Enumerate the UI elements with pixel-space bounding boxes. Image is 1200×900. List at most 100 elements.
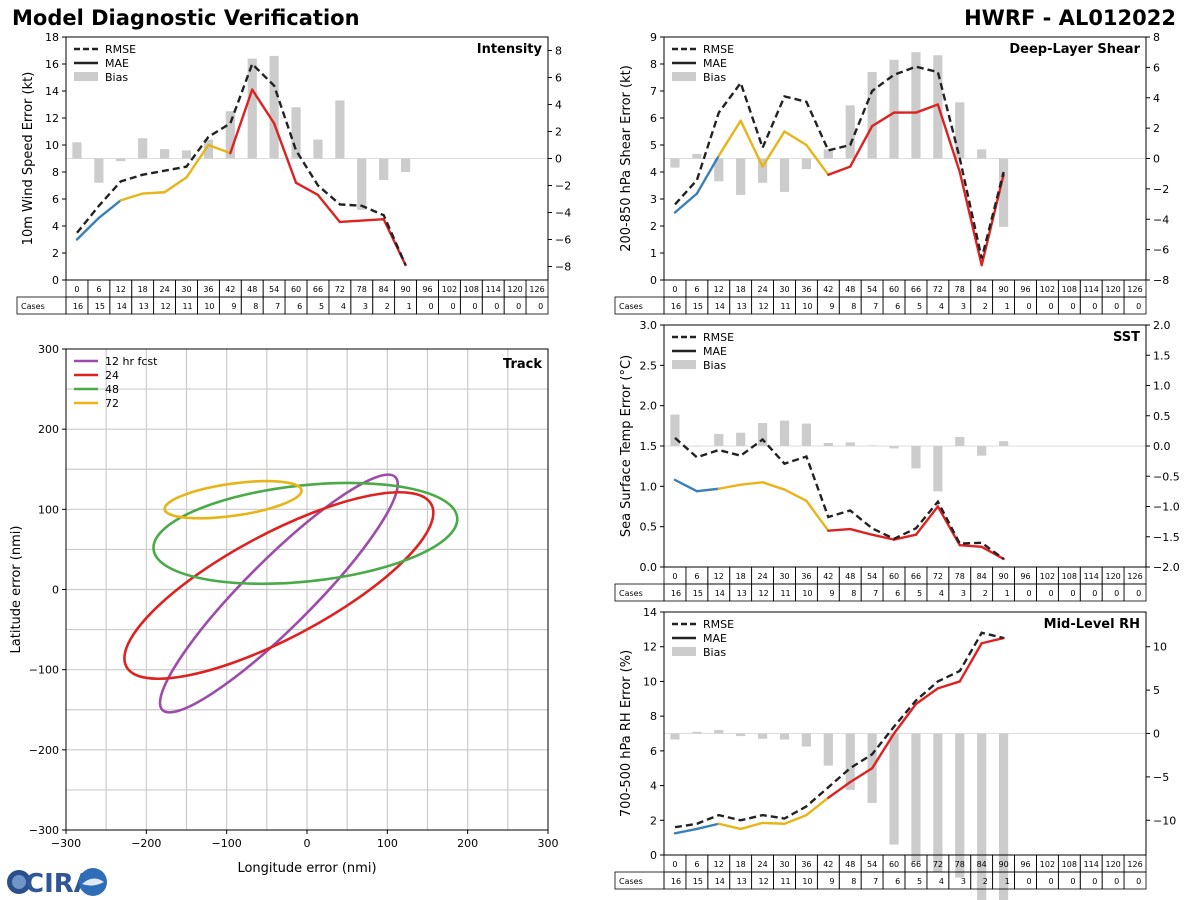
intensity-hour-label: 78 — [357, 285, 367, 294]
rh-ytick-label: 0 — [650, 849, 657, 862]
sst-hour-label: 66 — [911, 572, 921, 581]
shear-cases-cell — [948, 296, 972, 315]
rh-bias-bar — [801, 733, 812, 747]
rh-cases-cell — [926, 871, 950, 890]
rh-mae-segment — [783, 813, 808, 825]
sst-hour-label: 54 — [867, 572, 877, 581]
shear-ytick-label: 8 — [650, 58, 657, 71]
shear-hour-label: 24 — [757, 285, 767, 294]
shear-ytick-label: 7 — [650, 85, 657, 98]
track-xtick-label: 100 — [377, 837, 398, 850]
sst-legend-rmse: RMSE — [703, 331, 734, 344]
rh-ylabel: 700-500 hPa RH Error (%) — [619, 650, 634, 817]
shear-y2tick-label: −2 — [1153, 183, 1169, 196]
rh-cases-cell — [816, 871, 840, 890]
sst-hour-label: 120 — [1105, 572, 1120, 581]
rh-legend-mae: MAE — [703, 632, 727, 645]
rh-ytick-label: 4 — [650, 780, 657, 793]
rh-cases-value: 11 — [780, 877, 790, 886]
sst-y2tick-label: −1.5 — [1153, 531, 1180, 544]
intensity-cases-cell — [525, 296, 549, 315]
sst-cases-cell — [992, 583, 1015, 602]
rh-mae-segment — [717, 822, 742, 831]
intensity-cases-value: 0 — [472, 302, 477, 311]
track-ytick-label: −100 — [29, 664, 59, 677]
shear-cases-cell — [882, 296, 906, 315]
shear-legend-mae: MAE — [703, 57, 727, 70]
intensity-cases-cell — [240, 296, 264, 315]
intensity-bias-bar — [138, 138, 148, 159]
sst-hour-label: 48 — [845, 572, 855, 581]
shear-legend-bias-swatch — [672, 72, 696, 81]
intensity-cases-value: 12 — [161, 302, 171, 311]
shear-bias-bar — [823, 149, 833, 159]
sst-mae-segment — [827, 527, 852, 532]
shear-hour-label: 96 — [1020, 285, 1030, 294]
intensity-y2tick-label: 4 — [555, 99, 562, 112]
rh-cases-value: 16 — [671, 877, 681, 886]
cloud-icon — [82, 878, 104, 886]
cira-logo: CIRA — [7, 868, 107, 898]
sst-ytick-label: 3.0 — [640, 319, 658, 332]
intensity-cases-cell — [438, 296, 461, 315]
shear-hour-label: 18 — [736, 285, 746, 294]
shear-bias-bar — [757, 158, 768, 183]
shear-hour-label: 54 — [867, 285, 877, 294]
shear-cases-cell — [1036, 296, 1059, 315]
sst-cases-cell — [1079, 583, 1103, 602]
sst-hour-label: 42 — [823, 572, 833, 581]
shear-hour-label: 66 — [911, 285, 921, 294]
intensity-bias-bar — [269, 55, 279, 159]
intensity-cases-value: 5 — [319, 302, 324, 311]
shear-y2tick-label: 6 — [1153, 61, 1160, 74]
shear-hour-label: 84 — [977, 285, 987, 294]
shear-y2tick-label: 0 — [1153, 153, 1160, 166]
rh-cases-value: 0 — [1070, 877, 1075, 886]
shear-cases-cell — [1101, 296, 1125, 315]
shear-bias-bar — [889, 59, 899, 159]
track-ytick-label: 0 — [52, 584, 59, 597]
shear-cases-cell — [1123, 296, 1147, 315]
rh-bias-bar — [670, 733, 680, 740]
rh-cases-value: 6 — [895, 877, 900, 886]
shear-cases-header-cell — [614, 296, 665, 315]
shear-mae-segment — [739, 119, 764, 168]
shear-cases-value: 1 — [1005, 302, 1010, 311]
track-ellipse — [158, 473, 400, 714]
intensity-cases-value: 13 — [139, 302, 149, 311]
shear-bias-bar — [998, 158, 1009, 227]
shear-cases-cell — [838, 296, 862, 315]
shear-mae-segment — [849, 124, 874, 168]
intensity-mae-segment — [207, 143, 232, 155]
shear-rmse-line — [674, 65, 1005, 259]
rh-mae-segment — [958, 642, 983, 683]
intensity-y2tick-label: −2 — [555, 180, 571, 193]
shear-cases-value: 13 — [737, 302, 747, 311]
sst-cases-value: 12 — [759, 589, 769, 598]
shear-cases-value: 9 — [829, 302, 834, 311]
intensity-bias-bar — [72, 142, 82, 159]
track-title: Track — [503, 357, 542, 372]
rh-cases-cell — [1036, 871, 1059, 890]
intensity-mae-segment — [229, 88, 254, 155]
intensity-y2tick-label: −4 — [555, 207, 571, 220]
sst-hour-label: 114 — [1084, 572, 1099, 581]
intensity-mae-segment — [316, 193, 342, 224]
rh-hour-label: 78 — [955, 860, 965, 869]
intensity-ylabel: 10m Wind Speed Error (kt) — [21, 72, 36, 246]
shear-mae-segment — [827, 165, 852, 176]
sst-ytick-label: 0.5 — [640, 521, 658, 534]
intensity-hour-label: 102 — [442, 285, 457, 294]
shear-cases-cell — [992, 296, 1015, 315]
track-ytick-label: 100 — [38, 503, 59, 516]
shear-bias-bar — [779, 158, 790, 192]
sst-cases-cell — [1101, 583, 1125, 602]
rh-mae-segment — [695, 822, 720, 831]
sst-bias-bar — [801, 423, 812, 446]
rh-mae-segment — [980, 636, 1005, 645]
sst-hour-label: 108 — [1062, 572, 1077, 581]
intensity-cases-value: 10 — [204, 302, 214, 311]
intensity-mae-segment — [294, 181, 320, 197]
intensity-hour-label: 6 — [96, 285, 101, 294]
